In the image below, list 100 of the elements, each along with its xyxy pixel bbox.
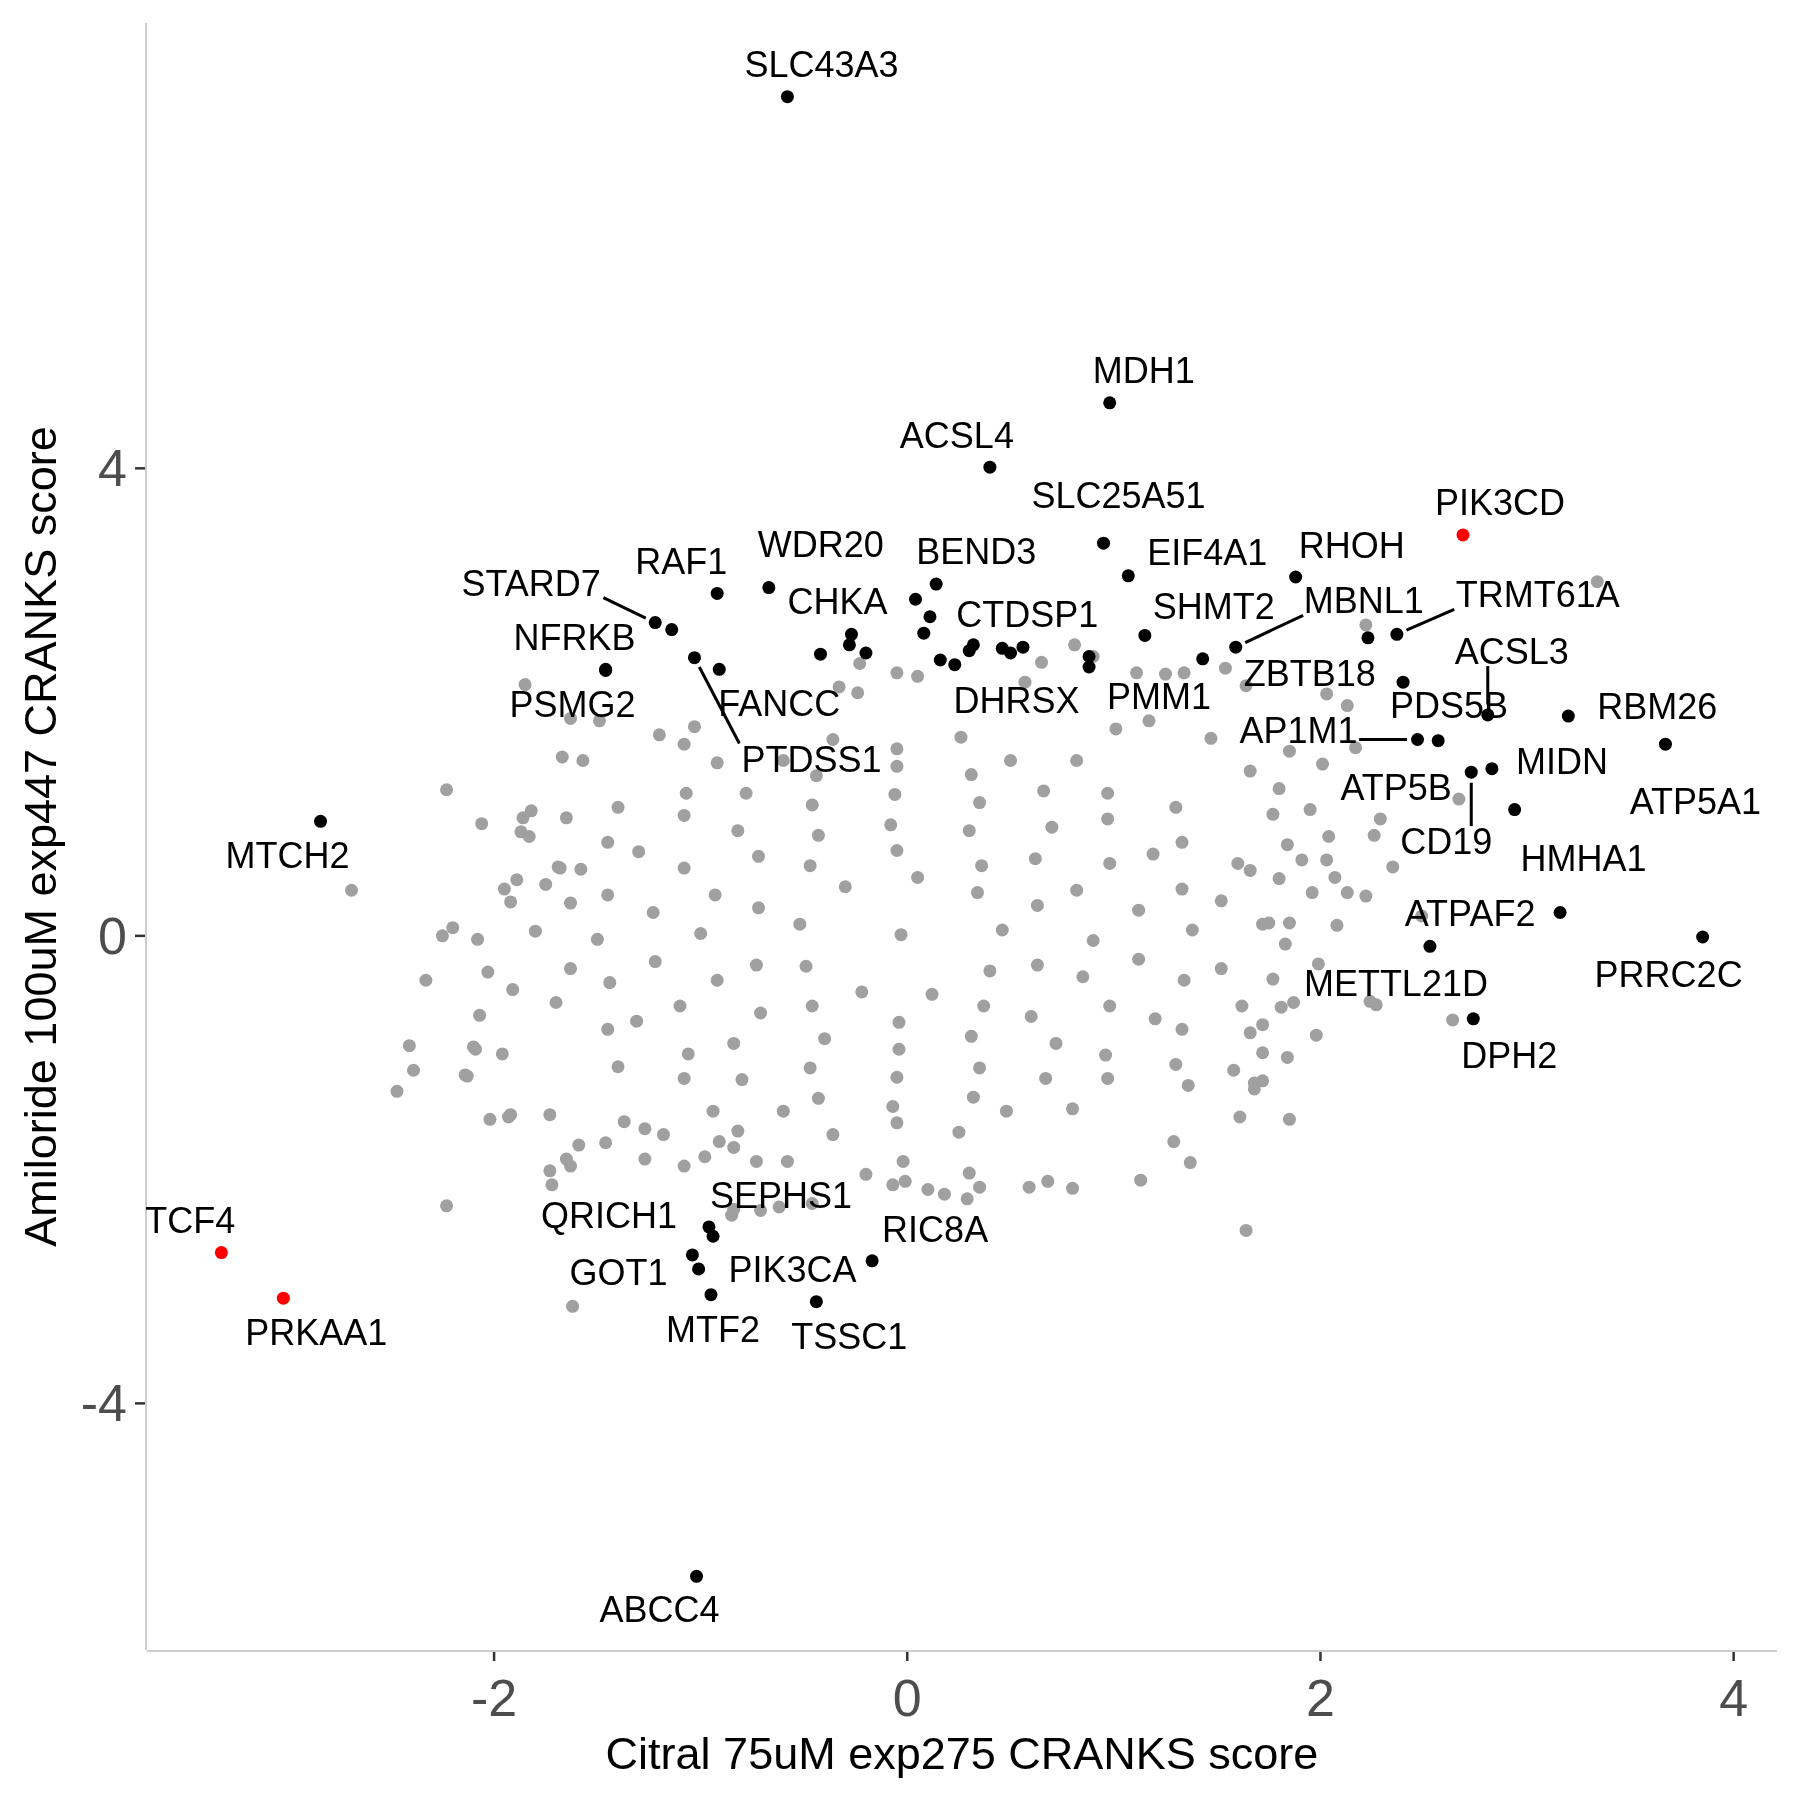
annotation: CD19 [1400, 820, 1493, 862]
annotation: TRMT61A [1455, 573, 1620, 615]
point [685, 1248, 699, 1262]
point [1004, 646, 1018, 660]
point [842, 638, 856, 652]
annotation: MTCH2 [225, 834, 350, 876]
annotation: HMHA1 [1520, 837, 1647, 879]
annotation: ATPAF2 [1404, 892, 1536, 934]
annotation: RHOH [1298, 524, 1405, 566]
x-tick-label: 0 [892, 1669, 922, 1727]
point [983, 460, 997, 474]
x-tick-label: -2 [470, 1669, 518, 1727]
annotation: TSSC1 [791, 1315, 908, 1357]
point [923, 610, 937, 624]
annotation: STARD7 [461, 562, 601, 604]
annotation: ATP5A1 [1629, 780, 1762, 822]
annotation: MIDN [1515, 740, 1608, 782]
point [1138, 628, 1152, 642]
point [1658, 737, 1672, 751]
annotation: ACSL4 [899, 414, 1014, 456]
point [929, 577, 943, 591]
point [809, 1295, 823, 1309]
point [1390, 627, 1404, 641]
point [1553, 905, 1567, 919]
point [690, 1569, 704, 1583]
point [865, 1254, 879, 1268]
point [1561, 709, 1575, 723]
annotation: WDR20 [757, 523, 884, 565]
point [706, 1229, 720, 1243]
point [1103, 396, 1117, 410]
point [1121, 569, 1135, 583]
annotation: PRKAA1 [245, 1311, 388, 1353]
annotation: ACSL3 [1454, 630, 1569, 672]
annotation: PSMG2 [509, 683, 636, 725]
point [687, 651, 701, 665]
point [1696, 930, 1710, 944]
point [780, 90, 794, 104]
point [1456, 528, 1470, 542]
point [1289, 570, 1303, 584]
annotation: RBM26 [1597, 685, 1718, 727]
annotation: METTL21D [1303, 962, 1488, 1004]
point [704, 1288, 718, 1302]
annotation: ABCC4 [599, 1588, 720, 1630]
point [1423, 939, 1437, 953]
annotation: DHRSX [953, 679, 1080, 721]
point [813, 647, 827, 661]
annotation: SHMT2 [1152, 585, 1275, 627]
point [962, 644, 976, 658]
point [712, 662, 726, 676]
annotation: ATP5B [1340, 766, 1452, 808]
annotation: NFRKB [513, 616, 636, 658]
annotation: SEPHS1 [709, 1174, 852, 1216]
annotation: AP1M1 [1239, 709, 1358, 751]
point [276, 1291, 290, 1305]
annotation: RAF1 [635, 540, 728, 582]
annotation: DPH2 [1461, 1034, 1558, 1076]
annotation: SLC43A3 [744, 43, 899, 85]
point [1431, 734, 1445, 748]
point [948, 658, 962, 672]
point [1396, 675, 1410, 689]
annotation: MBNL1 [1303, 579, 1424, 621]
annotation: SLC25A51 [1031, 474, 1206, 516]
y-tick-label: -4 [80, 1374, 127, 1433]
point [844, 627, 858, 641]
annotation: PIK3CD [1434, 481, 1566, 523]
point [665, 623, 679, 637]
point [1082, 660, 1096, 674]
annotation: RIC8A [882, 1208, 989, 1250]
point [1082, 650, 1096, 663]
annotation: PTDSS1 [741, 738, 882, 780]
point [648, 616, 662, 630]
point [1464, 765, 1478, 779]
point [1196, 652, 1210, 666]
annotation: BEND3 [916, 530, 1037, 572]
annotation: PRRC2C [1594, 953, 1743, 995]
point [1361, 631, 1375, 645]
point [214, 1246, 228, 1260]
y-tick-label: 4 [98, 439, 127, 498]
point [1485, 762, 1499, 776]
annotation: MDH1 [1092, 349, 1195, 391]
point [692, 1262, 706, 1276]
annotation: FANCC [718, 682, 841, 724]
point [933, 653, 947, 667]
point [314, 814, 328, 828]
point [859, 646, 873, 660]
point [1466, 1012, 1480, 1026]
point [1097, 536, 1111, 550]
annotation: CHKA [787, 580, 888, 622]
annotation: PMM1 [1107, 675, 1212, 717]
x-axis-title: Citral 75uM exp275 CRANKS score [605, 1727, 1319, 1779]
x-tick-label: 2 [1305, 1669, 1335, 1727]
point [710, 586, 724, 600]
point [1508, 803, 1522, 817]
annotation: ZBTB18 [1243, 652, 1376, 694]
y-axis-title: Amiloride 100uM exp447 CRANKS score [14, 426, 66, 1247]
point [909, 592, 923, 606]
y-tick-label: 0 [98, 906, 127, 965]
point [762, 581, 776, 595]
annotation: PIK3CA [728, 1248, 857, 1290]
point [917, 626, 931, 640]
